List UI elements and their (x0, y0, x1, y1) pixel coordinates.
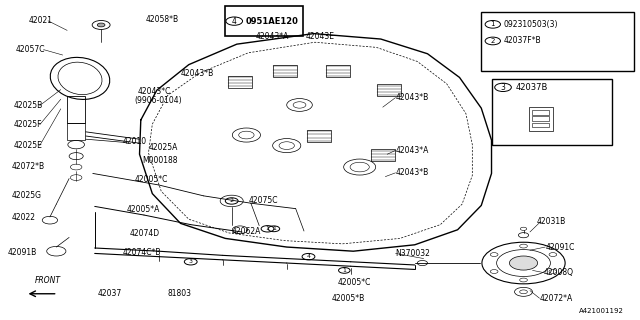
Text: 3: 3 (500, 83, 506, 92)
Bar (225, 6, 303, 36)
Text: 42037F*B: 42037F*B (504, 36, 541, 45)
Text: 092310503(3): 092310503(3) (504, 20, 558, 29)
Text: 42043*B: 42043*B (181, 69, 214, 78)
Text: 42058*B: 42058*B (146, 15, 179, 24)
Text: 42005*C: 42005*C (338, 278, 371, 287)
Text: 42072*A: 42072*A (540, 294, 573, 303)
Bar (377, 84, 401, 96)
Bar (228, 76, 252, 88)
Text: 42031B: 42031B (536, 217, 566, 226)
Text: 42057C: 42057C (16, 45, 45, 54)
Text: 42043*A: 42043*A (396, 146, 429, 155)
Text: 42074C*B: 42074C*B (123, 248, 161, 257)
Text: 42075C: 42075C (248, 196, 278, 204)
Text: 42037B: 42037B (516, 83, 548, 92)
Bar (67, 123, 85, 140)
Text: 2: 2 (230, 198, 234, 204)
Text: A421001192: A421001192 (579, 308, 624, 314)
Text: 1: 1 (272, 226, 276, 231)
Bar (273, 65, 297, 77)
Text: 42043E: 42043E (306, 32, 335, 41)
Text: 0951AE120: 0951AE120 (246, 17, 299, 26)
Bar (371, 149, 395, 161)
Bar (492, 79, 612, 145)
Bar (532, 110, 549, 115)
Bar (67, 96, 85, 123)
Text: (9906-0104): (9906-0104) (134, 96, 182, 105)
Text: 42008Q: 42008Q (544, 268, 574, 277)
Text: 42010: 42010 (123, 137, 147, 146)
Text: 42005*A: 42005*A (127, 205, 160, 214)
Text: 42021: 42021 (29, 16, 52, 25)
Bar (326, 65, 350, 77)
Text: 42025G: 42025G (12, 191, 42, 200)
Text: 1: 1 (342, 268, 346, 273)
Text: 42074D: 42074D (130, 229, 160, 238)
Text: 42005*B: 42005*B (332, 294, 365, 303)
Text: FRONT: FRONT (35, 276, 60, 285)
Bar (532, 116, 549, 121)
Bar (529, 107, 553, 131)
Bar (481, 12, 634, 71)
Text: 42062A: 42062A (232, 227, 261, 236)
Bar (532, 123, 549, 127)
Text: 42091C: 42091C (545, 243, 575, 252)
Text: 42022: 42022 (12, 213, 35, 222)
Circle shape (97, 23, 105, 27)
Text: 42025B: 42025B (14, 101, 44, 110)
Text: 42025F: 42025F (14, 120, 43, 129)
Text: 42043*B: 42043*B (396, 168, 429, 177)
Text: 81803: 81803 (168, 289, 192, 298)
Text: 2: 2 (491, 38, 495, 44)
Text: N370032: N370032 (396, 249, 430, 258)
Text: 1: 1 (266, 226, 269, 231)
Text: 3: 3 (189, 259, 193, 264)
Text: 42091B: 42091B (8, 248, 37, 257)
Text: 4: 4 (232, 17, 237, 26)
Text: 42025E: 42025E (14, 141, 43, 150)
Text: 42025A: 42025A (148, 143, 178, 152)
Text: 42037: 42037 (97, 289, 122, 298)
Bar (307, 130, 331, 142)
Text: M000188: M000188 (142, 156, 177, 164)
Text: 1: 1 (490, 21, 495, 27)
Text: 4: 4 (307, 254, 310, 259)
Text: 42005*C: 42005*C (134, 175, 168, 184)
Text: 42072*B: 42072*B (12, 162, 45, 171)
Text: 42043*B: 42043*B (396, 93, 429, 102)
Text: 42043*C: 42043*C (138, 87, 171, 96)
Text: 42043*A: 42043*A (256, 32, 289, 41)
Circle shape (509, 256, 538, 270)
